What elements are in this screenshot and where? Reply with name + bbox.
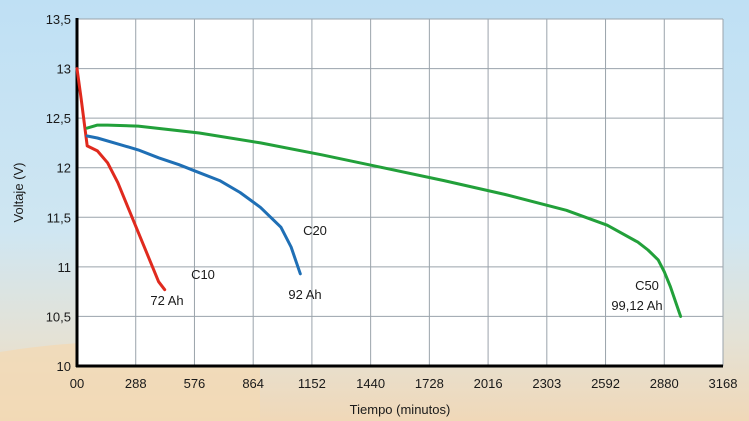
series-group bbox=[75, 67, 683, 318]
x-tick-label: 2880 bbox=[650, 376, 679, 391]
series-line-c50 bbox=[85, 123, 683, 318]
x-tick-label: 2303 bbox=[532, 376, 561, 391]
y-tick-label: 12 bbox=[57, 161, 71, 176]
y-tick-label: 13 bbox=[57, 62, 71, 77]
x-tick-label: 288 bbox=[125, 376, 147, 391]
x-tick-label: 864 bbox=[242, 376, 264, 391]
series-name-label: C50 bbox=[635, 278, 659, 293]
x-tick-label: 576 bbox=[184, 376, 206, 391]
x-tick-label: 00 bbox=[70, 376, 84, 391]
series-capacity-label: 72 Ah bbox=[150, 293, 183, 308]
y-tick-label: 10 bbox=[57, 359, 71, 374]
y-tick-label: 10,5 bbox=[46, 309, 71, 324]
series-line-c10 bbox=[75, 67, 167, 292]
x-tick-label: 1728 bbox=[415, 376, 444, 391]
grid bbox=[77, 18, 724, 366]
x-tick-label: 2016 bbox=[474, 376, 503, 391]
series-capacity-label: 99,12 Ah bbox=[611, 298, 662, 313]
x-tick-label: 3168 bbox=[709, 376, 738, 391]
series-name-label: C20 bbox=[303, 223, 327, 238]
x-tick-label: 1152 bbox=[298, 376, 326, 391]
plot-area bbox=[77, 19, 723, 366]
y-tick-label: 12,5 bbox=[46, 111, 71, 126]
x-tick-label: 1440 bbox=[356, 376, 385, 391]
y-axis-title: Voltaje (V) bbox=[11, 163, 26, 223]
y-axis-ticks: 10 10,5 11 11,5 12 12,5 13 13,5 bbox=[46, 12, 71, 374]
y-tick-label: 13,5 bbox=[46, 12, 71, 27]
y-tick-label: 11,5 bbox=[47, 210, 71, 225]
x-axis-ticks: 00 288 576 864 1152 1440 1728 2016 2303 2592 2880 3… bbox=[70, 376, 738, 391]
series-name-label: C10 bbox=[191, 267, 215, 282]
y-tick-label: 11 bbox=[58, 260, 72, 275]
series-capacity-label: 92 Ah bbox=[288, 287, 321, 302]
series-labels: C10 72 Ah C20 92 Ah C50 99,12 Ah bbox=[150, 223, 662, 313]
x-axis-title: Tiempo (minutos) bbox=[350, 402, 451, 417]
series-line-c20 bbox=[85, 134, 302, 276]
x-tick-label: 2592 bbox=[591, 376, 620, 391]
